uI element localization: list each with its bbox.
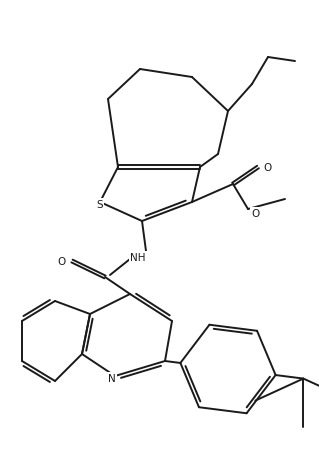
Text: O: O: [251, 208, 259, 219]
Text: S: S: [97, 199, 103, 210]
Text: O: O: [263, 163, 271, 173]
Text: N: N: [108, 373, 116, 383]
Text: NH: NH: [130, 253, 146, 262]
Text: O: O: [58, 257, 66, 267]
